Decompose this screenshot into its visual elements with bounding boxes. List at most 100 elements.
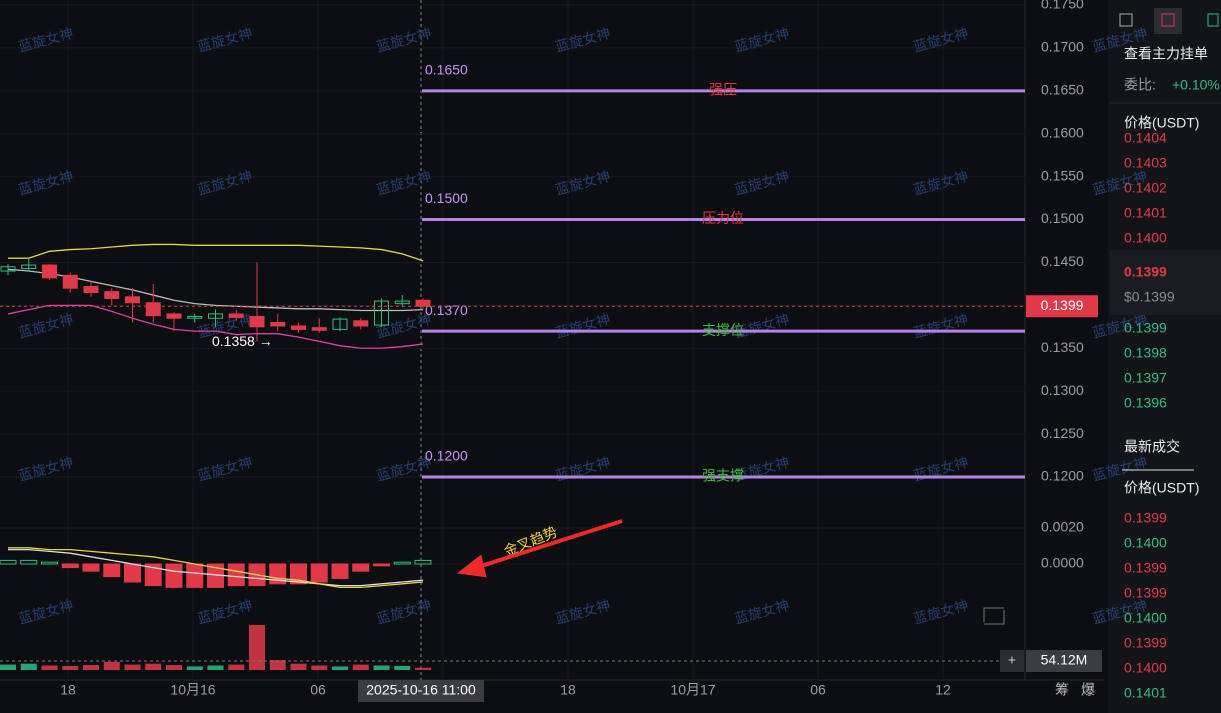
band-lower <box>7 304 424 349</box>
macd-bar <box>290 563 307 585</box>
candle-body <box>270 322 286 327</box>
price-tick-label: 0.1550 <box>1041 167 1084 183</box>
panel-text: 0.1402 <box>1124 180 1167 196</box>
panel-text: 0.1399 <box>1124 320 1167 336</box>
macd-tick-label: 0.0020 <box>1041 519 1084 535</box>
volume-bar <box>103 661 120 670</box>
candle-body <box>0 266 16 272</box>
volume-label: 54.12M <box>1041 652 1088 668</box>
panel-text: +0.10% <box>1172 77 1220 93</box>
macd-bar <box>373 563 390 567</box>
macd-dea <box>8 547 424 589</box>
panel-text: 0.1399 <box>1124 635 1167 651</box>
low-marker: 0.1358 → <box>212 333 273 349</box>
candle-body <box>125 296 140 304</box>
macd-bar <box>165 563 183 588</box>
volume-bar <box>290 663 307 670</box>
candle-body <box>83 285 99 293</box>
panel-text: 0.1403 <box>1124 155 1167 171</box>
x-tick-label: 06 <box>310 682 326 698</box>
candle-body <box>353 320 369 327</box>
last-price-label: 0.1399 <box>1041 297 1084 313</box>
volume-tag <box>1026 650 1102 672</box>
volume-bar <box>41 665 58 670</box>
candle-body <box>21 264 37 269</box>
macd-bar <box>144 563 162 587</box>
x-tick-label: 18 <box>560 682 576 698</box>
candle-body <box>374 300 389 326</box>
level-text: 支撑位 <box>702 322 744 338</box>
price-tick-label: 0.1500 <box>1041 210 1084 226</box>
bottom-tab[interactable]: 筹 <box>1055 682 1069 698</box>
macd-bar <box>103 563 121 578</box>
candle-body <box>187 316 203 319</box>
macd-tick-label: 0.0000 <box>1041 555 1084 571</box>
price-tick-label: 0.1350 <box>1041 339 1084 355</box>
band-upper <box>8 243 424 262</box>
x-tick-label: 12 <box>935 682 951 698</box>
level-price: 0.1500 <box>425 190 468 206</box>
price-tick-label: 0.1700 <box>1041 39 1084 55</box>
bottom-tab[interactable]: 爆 <box>1081 682 1095 698</box>
last-price-tag <box>1026 295 1098 318</box>
volume-bar <box>62 665 79 670</box>
volume-bar <box>207 665 224 670</box>
candle-body <box>104 291 120 299</box>
x-tick-label: 06 <box>810 682 826 698</box>
volume-bar <box>186 666 203 670</box>
panel-text: 0.1398 <box>1124 345 1167 361</box>
volume-bar <box>249 625 265 670</box>
candle-body <box>311 327 327 331</box>
panel-text: 0.1401 <box>1124 685 1167 701</box>
volume-bar <box>145 663 162 670</box>
panel-text: 0.1396 <box>1124 395 1167 411</box>
macd-bar <box>414 559 432 565</box>
candle-body <box>415 299 431 307</box>
volume-bar <box>83 665 99 670</box>
volume-bar <box>0 664 16 670</box>
panel-text: 0.1404 <box>1124 130 1167 146</box>
volume-bar <box>352 664 369 670</box>
x-tick-label: 18 <box>60 682 76 698</box>
macd-bar <box>352 563 370 572</box>
add-button[interactable] <box>1000 650 1024 672</box>
macd-bar <box>82 563 100 572</box>
annotation-arrow <box>457 519 623 578</box>
bids-fade <box>1110 418 1221 434</box>
price-tick-label: 0.1300 <box>1041 382 1084 398</box>
macd-bar <box>186 563 204 588</box>
volume-bar <box>20 663 37 670</box>
macd-bar <box>393 561 411 565</box>
candle-body <box>291 325 306 330</box>
panel-text: 委比: <box>1124 77 1156 93</box>
panel-text: 0.1399 <box>1124 560 1167 576</box>
candle-body <box>208 313 223 319</box>
volume-bar <box>311 665 328 670</box>
candle-body <box>166 313 182 319</box>
price-tick-label: 0.1250 <box>1041 425 1084 441</box>
candle-body <box>42 264 57 279</box>
macd-bar <box>41 561 58 565</box>
volume-bar <box>332 666 348 670</box>
price-tick-label: 0.1200 <box>1041 468 1084 484</box>
panel-text: 0.1397 <box>1124 370 1167 386</box>
panel-text: 0.1400 <box>1124 230 1167 246</box>
macd-bar <box>227 563 245 587</box>
candle-body <box>249 316 265 328</box>
panel-text: 0.1400 <box>1124 660 1167 676</box>
level-text: 强支撑 <box>702 468 744 484</box>
panel-text: 0.1399 <box>1124 264 1167 280</box>
macd-bar <box>61 563 79 569</box>
side-panel <box>1108 0 1221 713</box>
panel-text: $0.1399 <box>1124 289 1175 305</box>
volume-bar <box>373 665 390 670</box>
x-tick-label: 10月16 <box>170 682 215 698</box>
level-price: 0.1200 <box>425 448 468 464</box>
cursor-label: 2025-10-16 11:00 <box>366 682 476 698</box>
plus-icon[interactable]: + <box>1008 652 1016 668</box>
panel-text: 0.1400 <box>1124 610 1167 626</box>
panel-text: 价格(USDT) <box>1124 480 1199 496</box>
level-text: 强压 <box>709 82 737 98</box>
